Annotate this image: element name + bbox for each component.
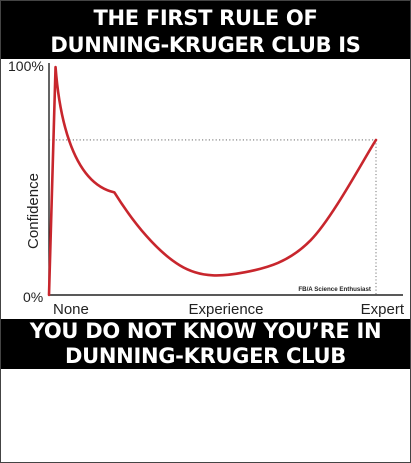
- header-banner: THE FIRST RULE OF DUNNING-KRUGER CLUB IS: [1, 1, 410, 59]
- chart-axes: [48, 63, 403, 296]
- header-line-2: DUNNING-KRUGER CLUB IS: [50, 33, 361, 57]
- y-tick-0: 0%: [23, 289, 43, 305]
- x-tick-experience: Experience: [188, 301, 263, 318]
- header-line-1: THE FIRST RULE OF: [93, 6, 318, 30]
- credit-label: FB/A Science Enthusiast: [298, 286, 371, 293]
- y-axis-label: Confidence: [25, 173, 42, 249]
- x-tick-none: None: [53, 301, 89, 318]
- confidence-curve: [47, 65, 378, 297]
- footer-line-1: YOU DO NOT KNOW YOU’RE IN: [29, 319, 382, 343]
- reference-lines: [49, 139, 377, 295]
- y-tick-100: 100%: [8, 59, 44, 74]
- dunning-kruger-chart: Confidence 100% 0% None Experience Exper…: [8, 59, 405, 318]
- footer-banner: YOU DO NOT KNOW YOU’RE IN DUNNING-KRUGER…: [1, 319, 410, 369]
- footer-line-2: DUNNING-KRUGER CLUB: [65, 344, 346, 368]
- x-tick-expert: Expert: [361, 301, 405, 318]
